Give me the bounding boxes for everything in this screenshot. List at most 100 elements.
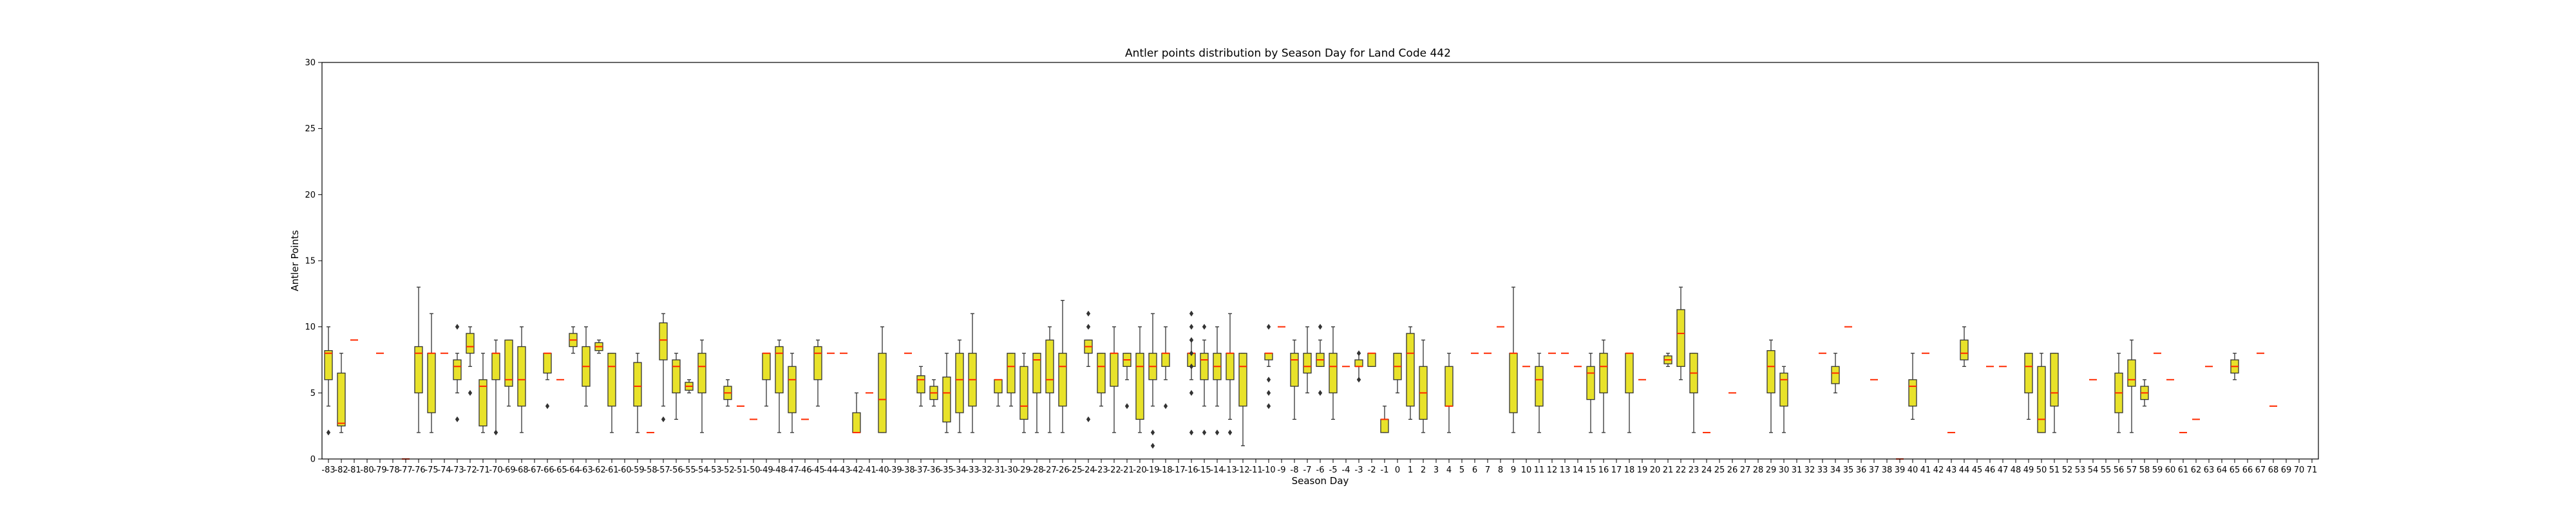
box-group-18 xyxy=(1625,352,1634,433)
box-group--47 xyxy=(788,353,797,433)
outlier-point xyxy=(1189,429,1194,436)
box xyxy=(337,372,346,427)
box-group--33 xyxy=(968,313,977,433)
x-tick-label: -13 xyxy=(1223,465,1236,475)
box xyxy=(1625,353,1634,393)
outlier-point xyxy=(455,324,460,330)
x-tick-label: -59 xyxy=(630,465,644,475)
x-tick-label: 50 xyxy=(2036,465,2047,475)
x-tick-label: 48 xyxy=(2011,465,2022,475)
x-tick-label: -55 xyxy=(682,465,696,475)
box xyxy=(1226,353,1235,380)
x-tick-label: 55 xyxy=(2101,465,2112,475)
box xyxy=(1779,372,1788,407)
box-group--2 xyxy=(1367,352,1376,367)
box-group--56 xyxy=(672,353,681,420)
x-tick-label: -73 xyxy=(450,465,464,475)
box-group-58 xyxy=(2140,379,2149,407)
box xyxy=(1960,339,1969,360)
box-group-65 xyxy=(2230,353,2239,380)
x-tick-label: -2 xyxy=(1368,465,1376,475)
box-group--12 xyxy=(1238,353,1247,447)
x-tick-label: 41 xyxy=(1920,465,1931,475)
box-group--68 xyxy=(517,326,526,433)
x-tick-label: -7 xyxy=(1303,465,1312,475)
plot-frame xyxy=(321,62,2319,460)
outlier-point xyxy=(1215,429,1220,436)
box xyxy=(1599,353,1608,393)
box-group--1 xyxy=(1380,406,1389,433)
x-tick-label: -30 xyxy=(1004,465,1018,475)
box-group--21 xyxy=(1122,353,1132,409)
outlier-point xyxy=(1150,442,1155,449)
outlier-point xyxy=(1124,403,1130,409)
x-tick-label: 24 xyxy=(1701,465,1712,475)
x-tick-label: -27 xyxy=(1043,465,1056,475)
box-group-1 xyxy=(1406,326,1415,420)
x-tick-label: -83 xyxy=(321,465,335,475)
x-tick-label: 15 xyxy=(1586,465,1596,475)
box-group-29 xyxy=(1766,339,1776,433)
box-group-57 xyxy=(2127,339,2136,433)
x-tick-label: -19 xyxy=(1146,465,1159,475)
x-tick-label: 4 xyxy=(1446,465,1452,475)
x-tick-label: -31 xyxy=(991,465,1005,475)
box xyxy=(2037,366,2046,433)
x-tick-label: -23 xyxy=(1094,465,1108,475)
outlier-point xyxy=(545,403,550,409)
box xyxy=(659,322,668,360)
box-group-44 xyxy=(1960,326,1969,367)
box-group--18 xyxy=(1161,326,1170,409)
box xyxy=(491,353,500,380)
x-tick-label: -53 xyxy=(708,465,721,475)
box xyxy=(1367,353,1376,367)
x-tick-label: 10 xyxy=(1521,465,1532,475)
x-tick-label: -64 xyxy=(566,465,580,475)
box-group--82 xyxy=(337,353,346,433)
outlier-point xyxy=(1189,389,1194,396)
x-tick-label: -20 xyxy=(1133,465,1146,475)
x-tick-label: -54 xyxy=(695,465,708,475)
box xyxy=(517,346,526,407)
x-tick-label: 7 xyxy=(1485,465,1490,475)
x-tick-label: -34 xyxy=(952,465,966,475)
box-group-40 xyxy=(1908,353,1917,420)
x-tick-label: 28 xyxy=(1753,465,1764,475)
box xyxy=(633,362,642,407)
x-tick-label: -45 xyxy=(811,465,824,475)
box-group--34 xyxy=(955,339,964,433)
x-tick-label: 5 xyxy=(1459,465,1464,475)
box xyxy=(324,350,333,380)
x-tick-label: 44 xyxy=(1959,465,1970,475)
y-tick-label: 15 xyxy=(305,257,316,267)
x-tick-label: 11 xyxy=(1534,465,1545,475)
outlier-point xyxy=(1150,429,1155,436)
box-group--10 xyxy=(1264,324,1273,409)
box-group--3 xyxy=(1354,350,1363,383)
x-tick-label: 46 xyxy=(1985,465,1996,475)
box xyxy=(955,353,964,413)
x-tick-label: -51 xyxy=(734,465,747,475)
x-tick-label: 34 xyxy=(1830,465,1841,475)
x-tick-label: -12 xyxy=(1236,465,1249,475)
x-tick-label: 26 xyxy=(1727,465,1738,475)
x-tick-label: -46 xyxy=(798,465,811,475)
x-tick-label: 20 xyxy=(1650,465,1661,475)
y-tick-label: 25 xyxy=(305,124,316,134)
box xyxy=(1676,309,1685,367)
x-tick-label: 21 xyxy=(1663,465,1674,475)
x-tick-label: -56 xyxy=(669,465,683,475)
box-group-22 xyxy=(1676,286,1685,380)
x-tick-label: 36 xyxy=(1856,465,1867,475)
x-tick-label: -58 xyxy=(643,465,657,475)
box xyxy=(1509,353,1518,413)
outlier-point xyxy=(1227,429,1233,436)
outlier-point xyxy=(1266,389,1271,396)
box-group--49 xyxy=(762,352,771,407)
box-group--76 xyxy=(414,286,423,433)
box-group--59 xyxy=(633,353,642,433)
outlier-point xyxy=(1266,324,1271,330)
x-tick-label: -77 xyxy=(399,465,412,475)
x-tick-label: 57 xyxy=(2126,465,2137,475)
x-tick-label: -48 xyxy=(772,465,786,475)
